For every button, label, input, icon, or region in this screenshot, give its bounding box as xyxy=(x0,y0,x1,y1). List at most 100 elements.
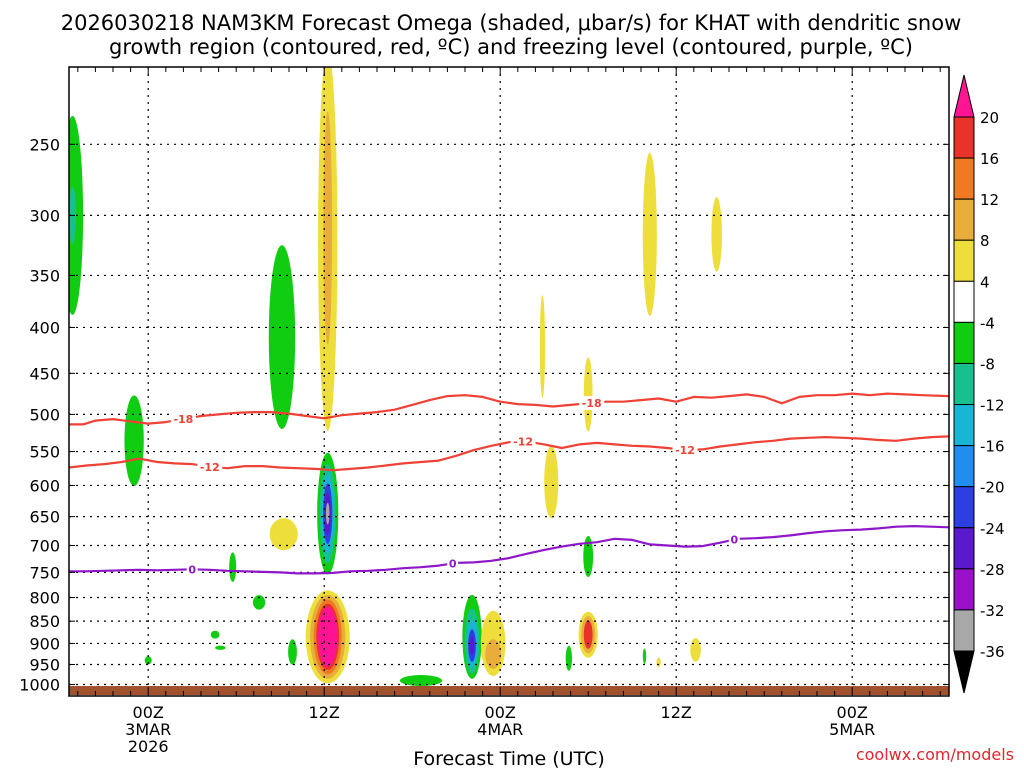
y-tick-label: 800 xyxy=(29,589,60,608)
x-tick-label: 3MAR xyxy=(125,720,171,739)
y-tick-label: 700 xyxy=(29,537,60,556)
omega-region-11 xyxy=(325,502,330,525)
y-tick-label: 550 xyxy=(29,443,60,462)
colorbar-bin xyxy=(953,280,975,323)
y-tick-label: 250 xyxy=(29,135,60,154)
omega-region-38 xyxy=(583,620,593,649)
colorbar-label: -8 xyxy=(980,355,995,373)
omega-region-30 xyxy=(215,645,226,650)
dendritic-12-label: -12 xyxy=(200,461,220,474)
colorbar-label: 20 xyxy=(980,109,999,127)
omega-region-41 xyxy=(656,657,661,668)
omega-region-5 xyxy=(268,245,296,430)
dendritic-12-label-bg xyxy=(510,434,536,449)
omega-region-4 xyxy=(323,111,333,345)
dendritic-12-label-bg xyxy=(672,443,698,458)
colorbar-label: -20 xyxy=(980,479,1005,497)
x-tick-label: 00Z xyxy=(133,703,164,722)
colorbar-bin xyxy=(953,404,975,447)
omega-region-44 xyxy=(711,197,722,272)
colorbar-bin xyxy=(953,321,975,364)
omega-region-34 xyxy=(544,446,559,519)
dendritic-12-label: -12 xyxy=(513,436,533,449)
contour-lines: -18 -18 -12 -12 -12 0 0 0 xyxy=(69,392,949,577)
freezing-level-contour xyxy=(69,524,949,575)
chart-title-line1: 2026030218 NAM3KM Forecast Omega (shaded… xyxy=(61,11,962,35)
omega-region-23 xyxy=(469,636,475,656)
omega-region-25 xyxy=(485,639,502,669)
colorbar-bin xyxy=(953,486,975,529)
dendritic-18-label-bg xyxy=(170,412,196,427)
colorbar-label: 4 xyxy=(980,273,990,291)
omega-shading xyxy=(69,67,722,687)
omega-region-39 xyxy=(565,645,573,671)
x-axis-label: Forecast Time (UTC) xyxy=(413,748,604,768)
x-tick-label: 4MAR xyxy=(477,720,523,739)
colorbar-bin xyxy=(953,116,975,159)
omega-region-31 xyxy=(144,656,152,665)
freezing-level-label: 0 xyxy=(730,534,738,547)
omega-region-43 xyxy=(642,152,657,316)
omega-region-27 xyxy=(229,552,237,582)
colorbar-bin xyxy=(953,362,975,406)
freezing-level-label-bg xyxy=(447,556,459,571)
colorbar-label: -32 xyxy=(980,602,1005,620)
colorbar-bin xyxy=(953,609,975,652)
colorbar-bin xyxy=(953,527,975,570)
omega-region-32 xyxy=(539,295,546,398)
y-tick-label: 650 xyxy=(29,508,60,527)
plot-background xyxy=(69,67,949,696)
colorbar-bin xyxy=(953,157,975,200)
dendritic-12-label: -12 xyxy=(675,444,695,457)
colorbar-bin xyxy=(953,198,975,241)
omega-region-12 xyxy=(269,518,298,551)
x-tick-label: 2026 xyxy=(128,737,169,756)
y-tick-label: 750 xyxy=(29,563,60,582)
y-axis-ticks: 250 300 350 400 450 500 550 600 650 700 750 800 850 9… xyxy=(19,135,949,694)
x-tick-label: 12Z xyxy=(661,703,692,722)
omega-region-28 xyxy=(252,595,266,610)
plot-frame xyxy=(68,66,950,697)
omega-region-26 xyxy=(399,675,443,687)
x-tick-label: 5MAR xyxy=(829,720,875,739)
ground-surface xyxy=(69,686,949,695)
dendritic-12-label-bg xyxy=(197,459,223,474)
dendritic-18-label: -18 xyxy=(582,397,602,410)
y-tick-label: 400 xyxy=(29,318,60,337)
credit-text: coolwx.com/models xyxy=(856,745,1014,764)
colorbar-label: 12 xyxy=(980,191,999,209)
omega-region-18 xyxy=(288,639,297,665)
dendritic-18-label-bg xyxy=(579,396,605,411)
colorbar-label: -16 xyxy=(980,438,1005,456)
freezing-level-label: 0 xyxy=(188,563,196,576)
colorbar-label: 16 xyxy=(980,150,999,168)
omega-region-35 xyxy=(583,535,594,578)
y-tick-label: 350 xyxy=(29,266,60,285)
dendritic-18-label: -18 xyxy=(173,413,193,426)
colorbar-bin xyxy=(953,239,975,282)
dendritic-18-contour xyxy=(69,392,949,426)
x-tick-label: 00Z xyxy=(485,703,516,722)
colorbar: 20 16 12 8 4 -4 -8 -12 -16 -20 -24 -28 -32 -36 xyxy=(953,74,1005,694)
omega-region-2 xyxy=(124,395,144,487)
omega-region-33 xyxy=(583,357,593,432)
x-tick-label: 12Z xyxy=(309,703,340,722)
colorbar-label: -12 xyxy=(980,397,1005,415)
y-tick-label: 850 xyxy=(29,612,60,631)
omega-region-42 xyxy=(690,637,701,662)
colorbar-label: -24 xyxy=(980,520,1005,538)
colorbar-cap-bottom xyxy=(953,650,975,694)
y-tick-label: 300 xyxy=(29,206,60,225)
chart-title-line2: growth region (contoured, red, ºC) and f… xyxy=(109,35,913,59)
y-tick-label: 450 xyxy=(29,364,60,383)
colorbar-cap-top xyxy=(953,74,975,118)
freezing-level-label: 0 xyxy=(449,557,457,570)
colorbar-bin xyxy=(953,568,975,611)
omega-region-29 xyxy=(210,630,220,639)
x-tick-label: 00Z xyxy=(837,703,868,722)
y-tick-label: 600 xyxy=(29,476,60,495)
colorbar-label: -28 xyxy=(980,561,1005,579)
colorbar-bin xyxy=(953,445,975,488)
omega-region-17 xyxy=(318,606,338,667)
